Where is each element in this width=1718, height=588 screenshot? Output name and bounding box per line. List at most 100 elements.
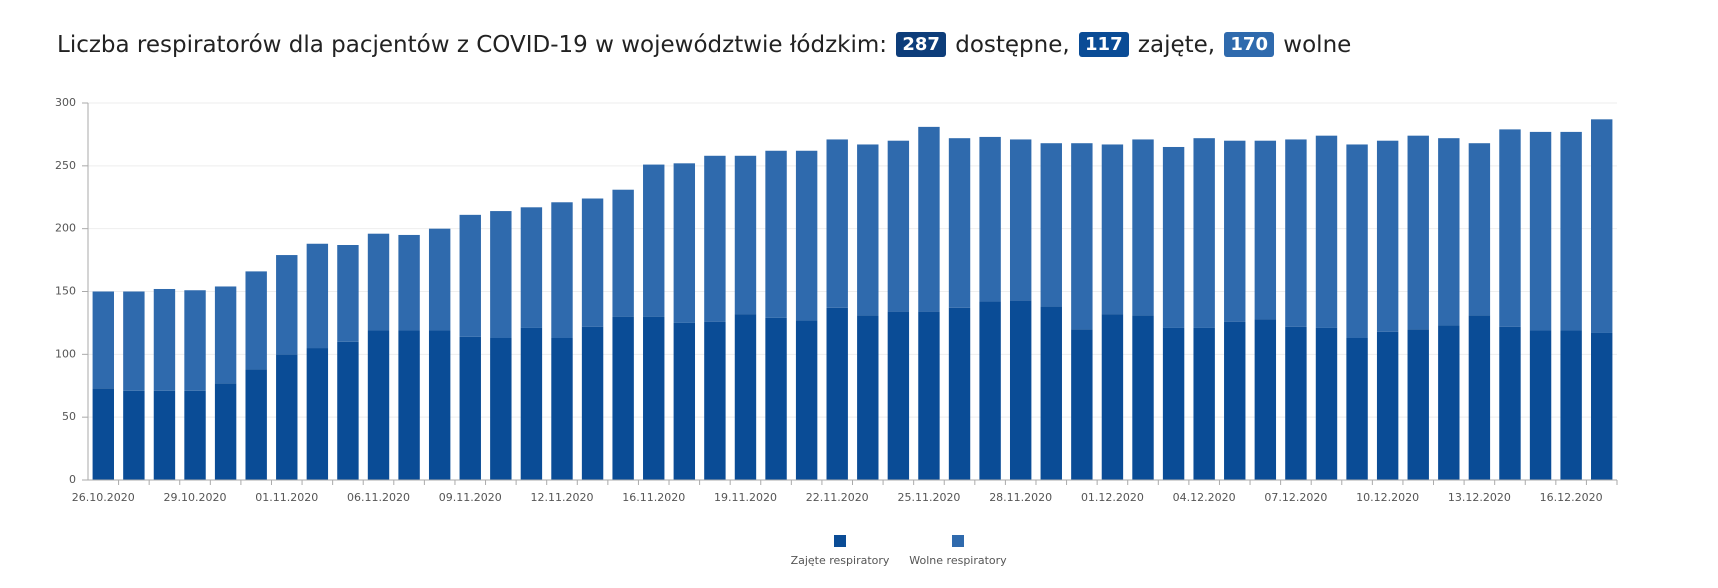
y-tick-label: 0 xyxy=(69,473,76,486)
badge-text: zajęte, xyxy=(1137,32,1216,58)
bar xyxy=(1376,331,1399,480)
bar xyxy=(673,163,696,323)
bar xyxy=(1224,140,1246,322)
x-tick-label: 13.12.2020 xyxy=(1448,491,1511,504)
x-tick-label: 28.11.2020 xyxy=(989,491,1052,504)
bar xyxy=(490,337,512,480)
bar xyxy=(153,390,176,480)
bar xyxy=(1254,140,1277,320)
badge: 170 xyxy=(1224,32,1274,57)
legend-label: Zajęte respiratory xyxy=(791,554,890,567)
bar xyxy=(734,155,757,315)
x-tick-label: 01.12.2020 xyxy=(1081,491,1144,504)
x-tick-label: 26.10.2020 xyxy=(72,491,135,504)
bar xyxy=(1193,138,1215,328)
bar xyxy=(123,291,145,391)
bar xyxy=(245,369,267,480)
bar xyxy=(1346,144,1368,338)
badge-text: dostępne, xyxy=(955,32,1070,58)
bar xyxy=(1009,139,1032,301)
bar xyxy=(643,164,665,317)
legend-swatch xyxy=(834,535,846,547)
bar xyxy=(1407,135,1429,330)
bar xyxy=(1499,326,1521,480)
bar xyxy=(490,211,512,338)
x-tick-label: 19.11.2020 xyxy=(714,491,777,504)
bar xyxy=(1499,129,1521,327)
bar xyxy=(1285,139,1307,327)
bar xyxy=(337,341,359,480)
bar xyxy=(857,144,879,316)
bar xyxy=(581,198,604,327)
bar xyxy=(459,336,481,480)
bar xyxy=(1591,332,1613,480)
legend-swatch xyxy=(952,535,964,547)
x-tick-label: 01.11.2020 xyxy=(255,491,318,504)
bar xyxy=(398,234,420,331)
bar xyxy=(1376,140,1399,332)
y-tick-label: 50 xyxy=(62,410,76,423)
bar xyxy=(1071,143,1093,330)
bar xyxy=(214,286,237,384)
bar xyxy=(92,291,114,389)
bar xyxy=(459,214,481,337)
bar xyxy=(551,202,573,338)
bar xyxy=(1560,330,1582,480)
y-tick-label: 150 xyxy=(55,285,76,298)
bar xyxy=(1529,131,1552,331)
bar xyxy=(1009,300,1032,480)
bar xyxy=(276,255,298,355)
bar xyxy=(1132,315,1154,480)
bar xyxy=(428,330,451,480)
bar xyxy=(1132,139,1154,316)
x-tick-label: 22.11.2020 xyxy=(806,491,869,504)
title-text: Liczba respiratorów dla pacjentów z COVI… xyxy=(57,32,888,58)
bar xyxy=(153,288,176,391)
badge-text: wolne xyxy=(1283,32,1352,58)
bar xyxy=(306,348,329,480)
bar xyxy=(1101,314,1124,480)
bar xyxy=(673,322,696,480)
x-tick-label: 16.12.2020 xyxy=(1540,491,1603,504)
bar xyxy=(826,139,848,308)
bar xyxy=(520,327,543,480)
y-tick-label: 200 xyxy=(55,222,76,235)
bar xyxy=(948,138,971,308)
bar xyxy=(765,150,787,318)
bar xyxy=(1254,319,1277,480)
bar xyxy=(795,150,818,321)
badge: 287 xyxy=(896,32,946,57)
bar xyxy=(918,311,940,480)
bar xyxy=(1224,321,1246,480)
bar xyxy=(795,320,818,480)
bar xyxy=(214,383,237,480)
bar xyxy=(1591,119,1613,333)
y-tick-label: 300 xyxy=(55,96,76,109)
x-tick-label: 10.12.2020 xyxy=(1356,491,1419,504)
bar xyxy=(887,140,910,312)
bar xyxy=(1040,143,1062,307)
bar xyxy=(918,126,940,312)
bar xyxy=(1468,143,1491,316)
x-tick-label: 09.11.2020 xyxy=(439,491,502,504)
bar xyxy=(643,316,665,480)
bar xyxy=(948,307,971,480)
bar xyxy=(1438,138,1460,326)
bar xyxy=(428,228,451,331)
x-tick-label: 25.11.2020 xyxy=(897,491,960,504)
bar xyxy=(1162,327,1185,480)
y-tick-label: 250 xyxy=(55,159,76,172)
bar xyxy=(1162,146,1185,328)
bar xyxy=(276,354,298,480)
bar xyxy=(1193,327,1215,480)
bar xyxy=(184,390,206,480)
bar xyxy=(1101,144,1124,315)
badge: 117 xyxy=(1079,32,1129,57)
bar xyxy=(857,315,879,480)
bar xyxy=(123,390,145,480)
chart-title: Liczba respiratorów dla pacjentów z COVI… xyxy=(57,32,1351,59)
bar xyxy=(765,317,787,480)
bar xyxy=(367,330,390,480)
bar xyxy=(826,307,848,480)
